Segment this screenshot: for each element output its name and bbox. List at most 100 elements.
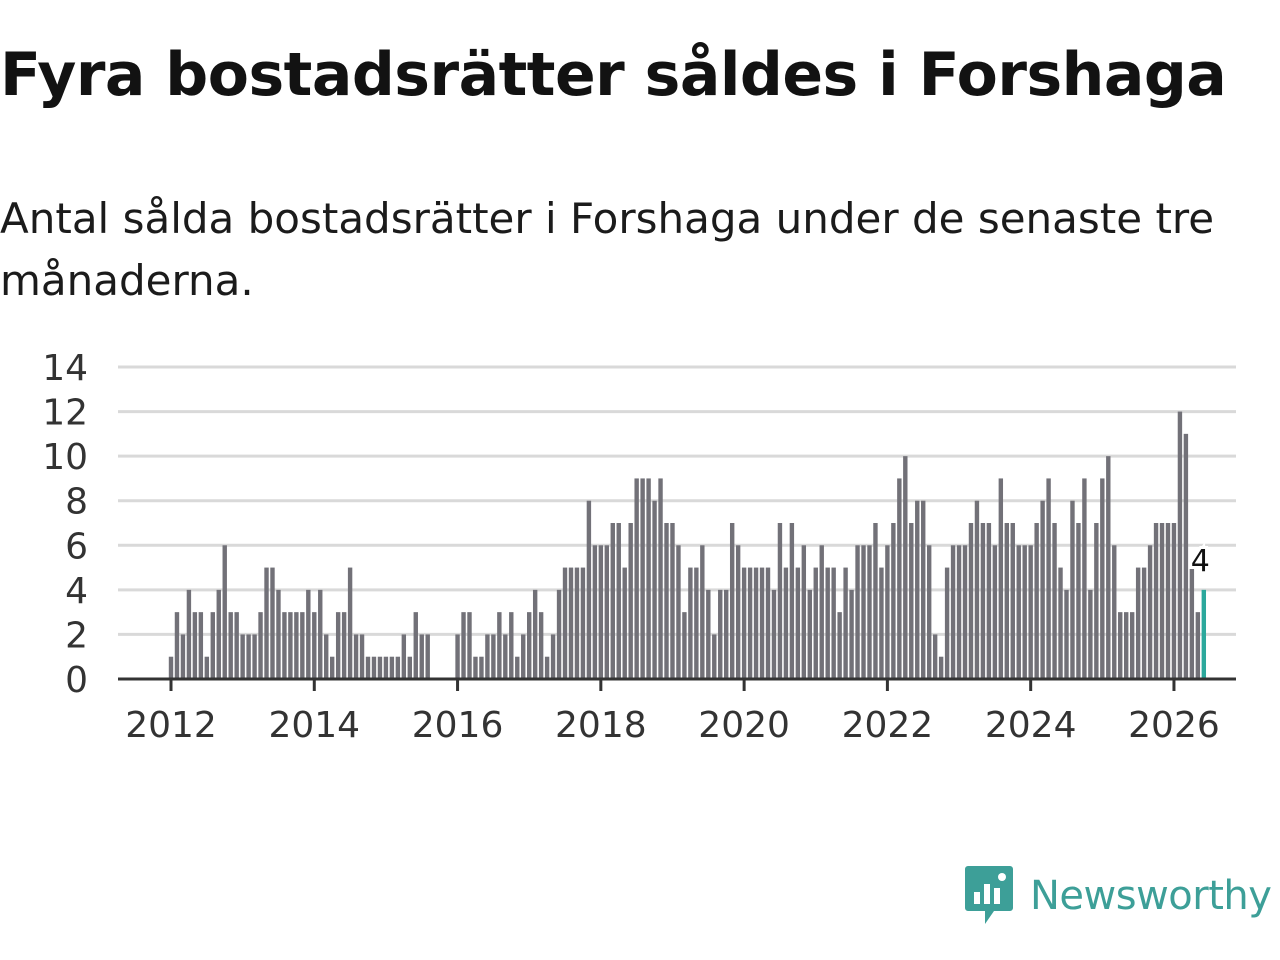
bar [771, 589, 777, 679]
bar [1016, 545, 1021, 679]
bar [664, 523, 669, 679]
bar [383, 656, 389, 679]
bar [622, 567, 627, 679]
bar [294, 612, 299, 679]
bar [312, 612, 317, 679]
bar [1004, 523, 1009, 679]
x-tick-label: 2026 [1128, 705, 1220, 746]
x-tick-label: 2020 [698, 705, 790, 746]
bar [932, 634, 938, 679]
bar [926, 545, 932, 679]
logo-text: Newsworthy [1030, 873, 1272, 919]
bar [1118, 612, 1123, 679]
bar [843, 567, 848, 679]
bar [753, 567, 759, 679]
bar [168, 656, 174, 679]
bar [461, 612, 466, 679]
bar [1147, 545, 1153, 679]
bar [246, 634, 251, 679]
bar [198, 612, 204, 679]
bar [700, 545, 705, 679]
bar [777, 523, 783, 679]
bar [1088, 589, 1093, 679]
bar [1094, 523, 1099, 679]
bar [1052, 523, 1057, 679]
bar [1106, 456, 1111, 679]
x-tick-label: 2014 [268, 705, 360, 746]
bar [1022, 545, 1027, 679]
bar [849, 589, 854, 679]
bar [807, 589, 812, 679]
bar [980, 523, 986, 679]
bar [897, 478, 902, 679]
bar [1183, 433, 1189, 679]
bar [1177, 411, 1183, 679]
y-tick-label: 14 [42, 348, 88, 389]
bar [306, 589, 311, 679]
bar [216, 589, 221, 679]
bar [962, 545, 968, 679]
bar [335, 612, 341, 679]
bar [347, 567, 353, 679]
bar [819, 545, 824, 679]
bar [318, 589, 323, 679]
bar [180, 634, 186, 679]
bar [562, 567, 568, 679]
bar [455, 634, 460, 679]
bar [479, 656, 484, 679]
bar [909, 523, 914, 679]
bar [503, 634, 508, 679]
bar [867, 545, 872, 679]
bar [765, 567, 771, 679]
bar [222, 545, 227, 679]
bar [1034, 523, 1039, 679]
bar [986, 523, 992, 679]
bar [389, 656, 395, 679]
bar [1100, 478, 1105, 679]
bar [712, 634, 717, 679]
bar [491, 634, 496, 679]
bar [891, 523, 896, 679]
y-tick-label: 4 [65, 571, 88, 612]
bar [324, 634, 329, 679]
bar [425, 634, 430, 679]
bar [915, 500, 920, 679]
bar [1129, 612, 1135, 679]
bar [741, 567, 747, 679]
bar [353, 634, 359, 679]
bar [783, 567, 789, 679]
bar [1040, 500, 1045, 679]
y-tick-label: 2 [65, 615, 88, 656]
bar [192, 612, 198, 679]
bar [729, 523, 735, 679]
bar-highlight [1201, 589, 1207, 679]
x-tick-label: 2018 [555, 705, 647, 746]
bar [1076, 523, 1081, 679]
bar [688, 567, 693, 679]
bar [1135, 567, 1141, 679]
bar [795, 567, 801, 679]
y-tick-label: 0 [65, 660, 88, 701]
y-tick-label: 6 [65, 526, 88, 567]
bar [1010, 523, 1015, 679]
bar [544, 656, 550, 679]
bar [670, 523, 675, 679]
bar [485, 634, 490, 679]
bar [556, 589, 562, 679]
bar [371, 656, 377, 679]
bar [1082, 478, 1087, 679]
bar [1112, 545, 1117, 679]
bar [682, 612, 687, 679]
bar [252, 634, 257, 679]
bar [1153, 523, 1159, 679]
bar [950, 545, 956, 679]
bar [1124, 612, 1129, 679]
bar [1046, 478, 1051, 679]
y-tick-label: 10 [42, 437, 88, 478]
bar [628, 523, 633, 679]
bar [747, 567, 753, 679]
bar [413, 612, 418, 679]
bar [855, 545, 860, 679]
bar [813, 567, 818, 679]
